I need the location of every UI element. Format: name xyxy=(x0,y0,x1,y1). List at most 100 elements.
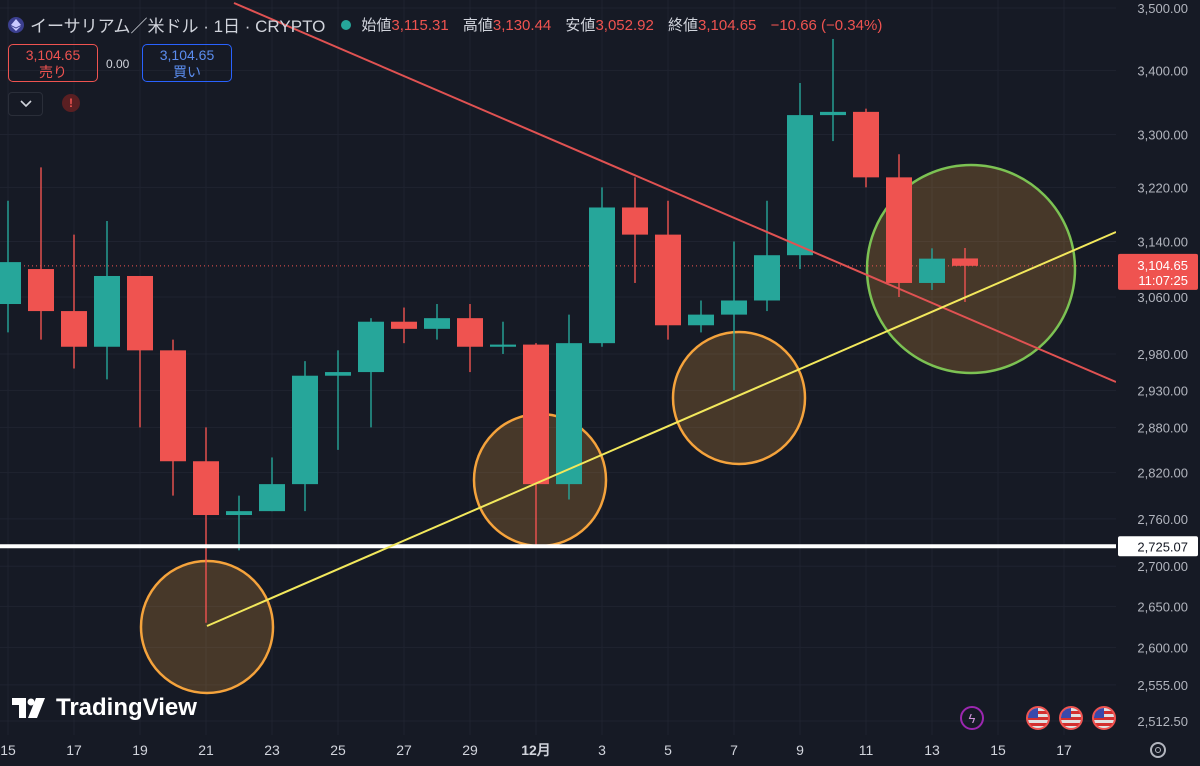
candle-body xyxy=(886,177,912,283)
candle xyxy=(589,187,615,347)
warning-icon[interactable]: ! xyxy=(62,94,80,112)
candle xyxy=(655,200,681,340)
price-tick-label: 2,760.00 xyxy=(1137,512,1188,527)
us-flag-icon[interactable] xyxy=(1026,706,1050,730)
market-status-dot xyxy=(341,19,352,30)
candle xyxy=(457,304,483,373)
price-tick-label: 3,300.00 xyxy=(1137,128,1188,143)
candle xyxy=(688,300,714,333)
candle-body xyxy=(556,343,582,485)
time-tick-label: 19 xyxy=(132,742,148,758)
price-tick-label: 3,400.00 xyxy=(1137,63,1188,78)
candle xyxy=(61,234,87,369)
settings-gear-icon[interactable] xyxy=(1150,742,1166,758)
time-tick-label: 7 xyxy=(730,742,738,758)
candle xyxy=(193,427,219,623)
candle-body xyxy=(226,511,252,516)
current-price-label: 3,104.65 xyxy=(1137,258,1188,273)
candle-body xyxy=(325,372,351,376)
candle xyxy=(490,321,516,354)
price-tick-label: 2,930.00 xyxy=(1137,383,1188,398)
price-tick-label: 2,650.00 xyxy=(1137,599,1188,614)
candle-body xyxy=(0,262,21,305)
candle-body xyxy=(820,111,846,116)
bar-countdown-label: 11:07:25 xyxy=(1138,273,1188,288)
price-tick-label: 2,880.00 xyxy=(1137,420,1188,435)
candle-body xyxy=(754,255,780,301)
time-tick-label: 25 xyxy=(330,742,346,758)
ascending-trendline xyxy=(206,231,1117,627)
time-tick-label: 21 xyxy=(198,742,214,758)
price-axis-bg xyxy=(1116,0,1200,766)
candle xyxy=(292,361,318,512)
price-tick-label: 2,512.50 xyxy=(1137,714,1188,729)
candle-body xyxy=(292,375,318,485)
candle xyxy=(0,200,21,333)
us-flag-icon[interactable] xyxy=(1059,706,1083,730)
candle xyxy=(952,248,978,302)
time-tick-label: 15 xyxy=(0,742,16,758)
price-tick-label: 3,060.00 xyxy=(1137,290,1188,305)
symbol-title[interactable]: イーサリアム／米ドル · 1日 · CRYPTO xyxy=(30,17,326,36)
candle-body xyxy=(160,350,186,462)
time-tick-label: 11 xyxy=(859,742,874,758)
candle-body xyxy=(61,311,87,347)
price-axis: 3,500.00 3,400.00 3,300.00 3,220.00 3,140.00… xyxy=(1116,0,1200,766)
brand-name: TradingView xyxy=(56,694,197,721)
chevron-down-icon xyxy=(19,100,32,108)
candle-body xyxy=(259,484,285,512)
highlight-circle xyxy=(865,163,1077,375)
bolt-icon[interactable]: ϟ xyxy=(960,706,984,730)
candle-body xyxy=(358,321,384,373)
collapse-toggle-button[interactable] xyxy=(8,92,43,116)
time-tick-label: 15 xyxy=(990,742,1006,758)
candle xyxy=(28,167,54,340)
candle xyxy=(787,83,813,270)
candle xyxy=(259,457,285,512)
time-tick-label: 5 xyxy=(664,742,672,758)
candle-body xyxy=(94,275,120,347)
time-tick-label: 17 xyxy=(1056,742,1072,758)
support-price-tag xyxy=(1118,536,1198,557)
candle-body xyxy=(688,314,714,326)
price-tick-label: 3,500.00 xyxy=(1137,1,1188,16)
change-readout: −10.66 (−0.34%) xyxy=(770,17,883,34)
candle xyxy=(127,275,153,428)
candle-body xyxy=(490,344,516,347)
support-price-label: 2,725.07 xyxy=(1137,539,1188,554)
candle-body xyxy=(721,300,747,315)
candle-body xyxy=(127,275,153,351)
candle-body xyxy=(28,269,54,312)
time-tick-label: 27 xyxy=(396,742,412,758)
eth-icon xyxy=(8,16,24,33)
candle-body xyxy=(787,115,813,256)
candle-body xyxy=(589,207,615,344)
time-tick-label: 23 xyxy=(264,742,280,758)
us-flag-icon[interactable] xyxy=(1092,706,1116,730)
price-tick-label: 2,980.00 xyxy=(1137,347,1188,362)
candle-body xyxy=(919,258,945,283)
sell-button[interactable]: 3,104.65 売り xyxy=(8,44,98,82)
candle-body xyxy=(391,321,417,329)
candle xyxy=(853,108,879,188)
candle-body xyxy=(457,318,483,347)
candle-body xyxy=(622,207,648,235)
candle xyxy=(523,343,549,547)
highlight-circle xyxy=(139,559,275,695)
candles xyxy=(0,38,978,623)
candle xyxy=(820,38,846,142)
ohlc-readout: 始値3,115.31 高値3,130.44 安値3,052.92 終値3,104… xyxy=(361,17,883,34)
time-tick-label: 13 xyxy=(924,742,940,758)
time-tick-label: 29 xyxy=(462,742,478,758)
time-axis: 15 17 19 21 23 25 27 29 12月 3 5 7 9 11 13 15 17 xyxy=(0,742,1072,758)
candle-body xyxy=(424,318,450,329)
candle-body xyxy=(853,111,879,178)
candle xyxy=(358,318,384,428)
price-tick-label: 2,700.00 xyxy=(1137,559,1188,574)
candle xyxy=(919,248,945,290)
candle xyxy=(754,200,780,312)
current-price-tag xyxy=(1118,253,1198,290)
candle xyxy=(226,495,252,551)
buy-button[interactable]: 3,104.65 買い xyxy=(142,44,232,82)
